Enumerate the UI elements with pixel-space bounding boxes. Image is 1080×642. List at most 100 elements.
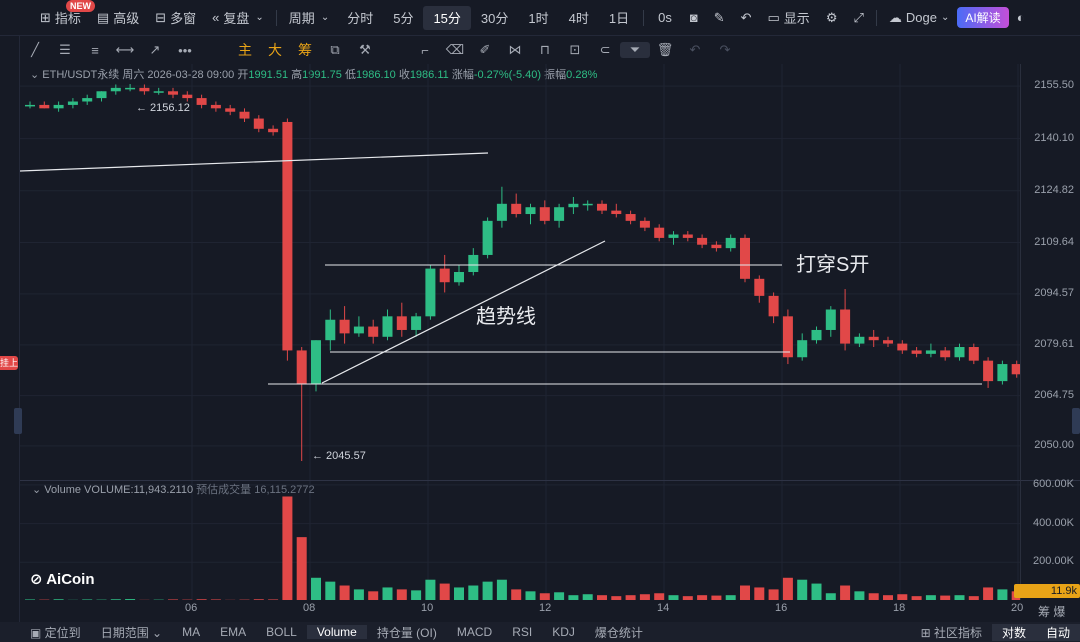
parallel-icon[interactable]: ≡: [91, 42, 99, 58]
resistance-line: [20, 152, 489, 172]
left-collapse-handle[interactable]: [14, 408, 22, 434]
indicator-rsi[interactable]: RSI: [512, 625, 533, 639]
text-tool-icon[interactable]: ⌐: [421, 42, 429, 58]
undo-icon[interactable]: ↶: [689, 42, 701, 57]
timeframe-6[interactable]: 4时: [568, 11, 589, 26]
period-select[interactable]: 周期 ⌄: [281, 6, 337, 30]
replay-label: 复盘: [223, 11, 250, 26]
low-value: 1986.10: [355, 69, 396, 81]
replay-button[interactable]: «复盘 ⌄: [204, 6, 272, 30]
candle-body: [268, 128, 279, 133]
candle-body: [1011, 364, 1020, 375]
indicator-oi[interactable]: 持仓量 (OI): [376, 625, 437, 640]
filter-icon[interactable]: ⏷: [620, 42, 650, 58]
candle-body: [582, 203, 593, 206]
high-label: 高: [291, 69, 303, 81]
volume-chart[interactable]: [20, 480, 1020, 600]
timeframe-4[interactable]: 30分: [480, 11, 509, 26]
ruler-icon[interactable]: ⚒: [359, 42, 371, 57]
candle-body: [911, 350, 922, 354]
time-axis[interactable]: 06 08 10 12 14 16 18 20: [20, 600, 1023, 620]
community-label: 社区指标: [933, 625, 982, 640]
candle-body: [496, 203, 507, 221]
candle-body: [39, 104, 50, 109]
collapse-icon[interactable]: ⌄: [32, 484, 42, 496]
pencil-icon[interactable]: ✎: [713, 9, 725, 25]
candle-body: [439, 268, 450, 283]
timeframe-5[interactable]: 1时: [528, 11, 549, 26]
candlestick-chart[interactable]: [20, 64, 1020, 480]
trash-icon[interactable]: 🗑: [656, 42, 674, 57]
eraser-icon[interactable]: ⌫: [445, 42, 465, 57]
indicators-button[interactable]: ⊞ 指标: [32, 6, 89, 30]
indicator-liquidation[interactable]: 爆仓统计: [594, 625, 643, 640]
indicator-macd[interactable]: MACD: [456, 625, 493, 639]
multiwindow-button[interactable]: ⊟ 多窗: [147, 6, 204, 30]
chip-mode[interactable]: 筹: [1038, 605, 1051, 619]
expand-icon[interactable]: ⤢: [853, 9, 864, 25]
more-icon[interactable]: •••: [178, 42, 192, 58]
date-range-button[interactable]: 日期范围 ⌄: [91, 624, 172, 641]
community-indicators-button[interactable]: ⊞ 社区指标: [911, 624, 992, 641]
indicators-label: 指标: [54, 11, 81, 26]
timeframe-2[interactable]: 5分: [393, 11, 414, 26]
alert-icon[interactable]: ⊡: [569, 42, 581, 57]
candle-body: [611, 210, 622, 215]
chip-button[interactable]: 筹: [298, 42, 312, 58]
volume-bar: [454, 587, 464, 600]
candle-body: [954, 347, 965, 358]
copy-icon[interactable]: ⧉: [330, 42, 340, 57]
locate-button[interactable]: ▣ 定位到: [0, 624, 91, 641]
volume-bar: [654, 593, 665, 600]
redo-icon[interactable]: ↷: [719, 42, 731, 57]
volume-axis[interactable]: 600.00K 400.00K 200.00K: [1020, 478, 1080, 600]
candle-body: [597, 203, 607, 211]
timeframe-1[interactable]: 分时: [347, 11, 374, 26]
volume-bar: [582, 594, 593, 600]
indicator-kdj[interactable]: KDJ: [552, 625, 575, 639]
user-select[interactable]: ☁ Doge ⌄: [881, 6, 957, 30]
display-button[interactable]: ▭ 显示: [760, 6, 818, 30]
settings-icon[interactable]: ⚙: [825, 9, 838, 25]
side-tag[interactable]: 挂上: [0, 356, 19, 370]
timeframe-3[interactable]: 15分: [423, 5, 471, 30]
candle-body: [997, 364, 1008, 382]
measure-icon[interactable]: ⋈: [508, 42, 522, 57]
palette-icon[interactable]: ◐: [1016, 10, 1025, 25]
candle-body: [253, 118, 264, 129]
line-icon[interactable]: ╱: [31, 42, 39, 57]
indicator-ma[interactable]: MA: [182, 625, 201, 639]
right-collapse-handle[interactable]: [1072, 408, 1080, 434]
ray-icon[interactable]: ⟷: [115, 42, 135, 57]
indicator-ema[interactable]: EMA: [220, 625, 247, 639]
magnet-icon[interactable]: ⊂: [599, 42, 611, 57]
auto-scale-button[interactable]: 自动: [1035, 623, 1080, 641]
candle-body: [239, 111, 250, 119]
indicator-volume[interactable]: Volume: [306, 625, 367, 639]
timeframe-7[interactable]: 1日: [608, 11, 630, 26]
log-scale-button[interactable]: 对数: [991, 623, 1036, 641]
ai-interpret-button[interactable]: AI解读: [957, 7, 1009, 28]
chevron-down-icon: ⌄: [152, 625, 163, 640]
volume-bar: [554, 592, 565, 600]
hlines-icon[interactable]: ☰: [59, 42, 71, 57]
timeframe-seconds[interactable]: 0s: [658, 10, 672, 25]
big-order-button[interactable]: 大: [268, 42, 282, 58]
undo-box-icon[interactable]: ↶: [740, 9, 752, 25]
volume-bar: [811, 583, 822, 600]
candle-body: [353, 326, 364, 334]
volume-bar: [940, 595, 951, 600]
liquidation-mode[interactable]: 爆: [1053, 605, 1066, 619]
advanced-button[interactable]: ▤ 高级: [89, 6, 147, 30]
indicator-boll[interactable]: BOLL: [266, 625, 297, 639]
candle-body: [925, 350, 936, 354]
camera-icon[interactable]: ◙: [689, 10, 698, 25]
candle-body: [940, 350, 951, 358]
candle-body: [396, 316, 407, 330]
collapse-icon[interactable]: ⌄: [30, 69, 40, 81]
lock-icon[interactable]: ⊓: [539, 42, 551, 57]
brush-icon[interactable]: ✐: [479, 42, 491, 57]
extend-icon[interactable]: ↗: [149, 42, 161, 57]
main-force-button[interactable]: 主: [238, 42, 252, 58]
price-axis[interactable]: 2155.50 2140.10 2124.82 2109.64 2094.57 2079.…: [1020, 64, 1080, 480]
